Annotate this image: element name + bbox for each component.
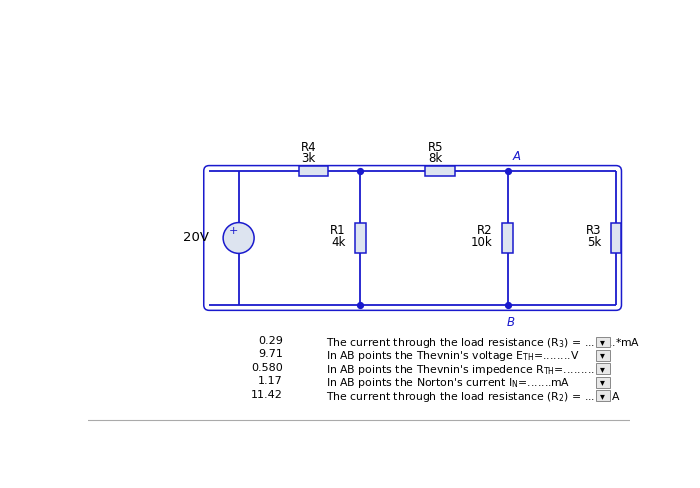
Bar	[610, 224, 622, 253]
Text: 0.580: 0.580	[251, 363, 283, 373]
Text: R4: R4	[301, 141, 316, 154]
Text: R3: R3	[586, 224, 601, 237]
Bar	[502, 224, 513, 253]
Text: 5k: 5k	[587, 236, 601, 249]
Bar	[596, 390, 610, 401]
Text: 8k: 8k	[428, 152, 442, 165]
Text: In AB points the Thevnin's voltage E$_{\rm TH}$=........V: In AB points the Thevnin's voltage E$_{\…	[326, 349, 580, 363]
Text: A: A	[512, 150, 520, 163]
Bar	[596, 337, 610, 347]
Text: ▾: ▾	[601, 377, 606, 387]
Text: ▾: ▾	[601, 350, 606, 361]
Text: ▾: ▾	[601, 391, 606, 401]
Text: In AB points the Norton's current I$_{\rm N}$=.......mA: In AB points the Norton's current I$_{\r…	[326, 376, 570, 390]
Text: 9.71: 9.71	[258, 349, 283, 359]
Text: R2: R2	[477, 224, 493, 237]
Text: 11.42: 11.42	[251, 389, 283, 400]
Bar	[596, 350, 610, 361]
Text: The current through the load resistance (R$_2$) = .....mA: The current through the load resistance …	[326, 389, 621, 404]
Text: ▾: ▾	[601, 337, 606, 347]
Text: R1: R1	[330, 224, 346, 237]
Text: 10k: 10k	[471, 236, 493, 249]
Text: In AB points the Thevnin's impedence R$_{\rm TH}$=.........K$\Omega$: In AB points the Thevnin's impedence R$_…	[326, 363, 611, 377]
Bar	[355, 224, 365, 253]
Text: 4k: 4k	[331, 236, 346, 249]
Text: +: +	[228, 226, 238, 236]
Text: 0.29: 0.29	[258, 336, 283, 346]
Text: R5: R5	[428, 141, 443, 154]
Text: B: B	[507, 316, 514, 329]
Circle shape	[223, 223, 254, 253]
Bar	[596, 377, 610, 388]
Text: ▾: ▾	[601, 364, 606, 374]
Text: 3k: 3k	[302, 152, 316, 165]
Text: The current through the load resistance (R$_3$) = .........*mA: The current through the load resistance …	[326, 336, 640, 350]
Bar	[596, 364, 610, 374]
Text: 20V: 20V	[183, 231, 209, 244]
Bar	[426, 165, 455, 176]
Bar	[299, 165, 328, 176]
Text: 1.17: 1.17	[258, 376, 283, 386]
